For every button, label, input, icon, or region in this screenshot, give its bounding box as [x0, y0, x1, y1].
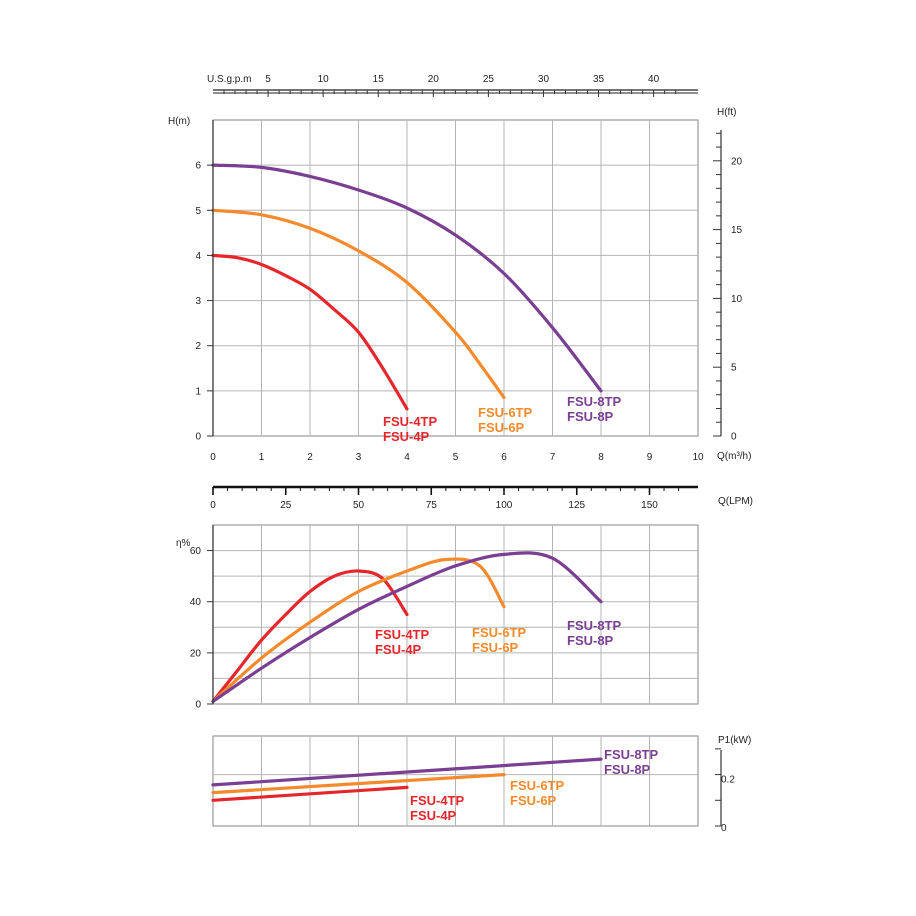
lpm-tick-label: 100 [496, 500, 513, 511]
series-label-line: FSU-8P [604, 762, 651, 777]
lpm-axis: Q(LPM) 0 25 50 75 100 125 150 [210, 485, 753, 511]
usgpm-tick-label: 40 [648, 74, 660, 85]
series-label: FSU-8TP FSU-8P [567, 618, 622, 648]
usgpm-tick-label: 20 [428, 74, 440, 85]
usgpm-tick-label: 35 [593, 74, 605, 85]
lpm-tick-label: 125 [568, 500, 585, 511]
series-label-line: FSU-8TP [567, 618, 622, 633]
series-label: FSU-8TP FSU-8P [567, 394, 622, 424]
x-tick-label: 0 [210, 452, 216, 463]
series-label-line: FSU-8TP [604, 747, 659, 762]
power-y-axis-label: P1(kW) [718, 735, 751, 746]
ft-tick-label: 5 [731, 363, 737, 374]
y-tick-label: 1 [195, 386, 201, 397]
y-tick-label: 0 [195, 700, 201, 711]
y-tick-label: 6 [195, 161, 201, 172]
lpm-tick-label: 150 [641, 500, 658, 511]
series-label-line: FSU-6TP [472, 625, 527, 640]
series-label: FSU-4TP FSU-4P [410, 793, 465, 823]
series-label: FSU-8TP FSU-8P [604, 747, 659, 777]
y-tick-label: 4 [195, 251, 201, 262]
series-label: FSU-4TP FSU-4P [375, 627, 430, 657]
series-line [211, 551, 603, 703]
series-label-line: FSU-4P [383, 429, 430, 444]
head-y-axis-label: H(m) [168, 116, 190, 127]
x-tick-label: 4 [404, 452, 410, 463]
usgpm-tick-label: 15 [373, 74, 385, 85]
power-tick-label: 0 [721, 823, 727, 834]
x-tick-label: 8 [598, 452, 604, 463]
usgpm-tick-label: 10 [318, 74, 330, 85]
series-label-line: FSU-8TP [567, 394, 622, 409]
x-tick-label: 1 [259, 452, 265, 463]
y-tick-label: 5 [195, 206, 201, 217]
series-line [211, 253, 409, 411]
usgpm-axis: U.S.g.p.m 5 10 15 20 25 30 35 40 [207, 74, 698, 97]
x-tick-label: 10 [692, 452, 704, 463]
x-tick-label: 6 [501, 452, 507, 463]
x-tick-label: 7 [550, 452, 556, 463]
y-tick-label: 20 [190, 648, 202, 659]
head-ft-axis-label: H(ft) [717, 107, 736, 118]
series-label-line: FSU-8P [567, 409, 614, 424]
power-panel: P1(kW) FSU-4TP FSU-4P FSU-6TP FSU-6P FSU-8TP… [211, 735, 751, 834]
efficiency-y-axis-label: η% [176, 538, 191, 549]
lpm-tick-label: 75 [426, 500, 438, 511]
series-line [211, 757, 603, 787]
lpm-tick-label: 50 [353, 500, 365, 511]
series-label-line: FSU-4TP [410, 793, 465, 808]
series-line [211, 557, 506, 703]
y-tick-label: 3 [195, 296, 201, 307]
y-tick-label: 60 [190, 546, 202, 557]
series-label-line: FSU-6P [478, 420, 525, 435]
series-label-line: FSU-4TP [375, 627, 430, 642]
series-label-line: FSU-6TP [510, 778, 565, 793]
series-label-line: FSU-4P [375, 642, 422, 657]
y-tick-label: 40 [190, 597, 202, 608]
series-label: FSU-4TP FSU-4P [383, 414, 438, 444]
series-label: FSU-6TP FSU-6P [478, 405, 533, 435]
ft-tick-label: 10 [731, 294, 743, 305]
usgpm-tick-label: 30 [538, 74, 550, 85]
series-label: FSU-6TP FSU-6P [472, 625, 527, 655]
x-tick-label: 9 [647, 452, 653, 463]
series-label-line: FSU-6TP [478, 405, 533, 420]
series-label-line: FSU-8P [567, 633, 614, 648]
ft-tick-label: 15 [731, 225, 743, 236]
lpm-tick-label: 25 [280, 500, 292, 511]
series-label-line: FSU-4TP [383, 414, 438, 429]
usgpm-axis-label: U.S.g.p.m [207, 74, 251, 85]
series-line [211, 773, 506, 795]
lpm-tick-label: 0 [210, 500, 216, 511]
power-tick-label: 0.2 [721, 775, 735, 786]
ft-tick-label: 0 [731, 432, 737, 443]
series-line [211, 163, 603, 393]
series-label-line: FSU-4P [410, 808, 457, 823]
y-tick-label: 2 [195, 341, 201, 352]
series-label-line: FSU-6P [472, 640, 519, 655]
series-label: FSU-6TP FSU-6P [510, 778, 565, 808]
x-tick-label: 5 [453, 452, 459, 463]
series-line [211, 569, 409, 703]
ft-tick-label: 20 [731, 156, 743, 167]
usgpm-tick-label: 5 [265, 74, 271, 85]
series-line [211, 208, 506, 400]
x-tick-label: 2 [307, 452, 313, 463]
series-label-line: FSU-6P [510, 793, 557, 808]
x-tick-label: 3 [356, 452, 362, 463]
lpm-axis-label: Q(LPM) [718, 496, 753, 507]
y-tick-label: 0 [195, 432, 201, 443]
head-x-axis-label: Q(m³/h) [717, 451, 751, 462]
usgpm-tick-label: 25 [483, 74, 495, 85]
series-line [211, 785, 409, 802]
